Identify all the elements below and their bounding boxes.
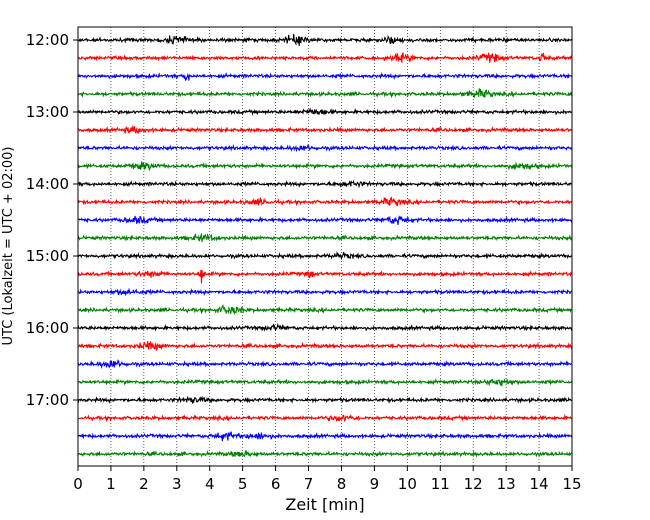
trace-1345 — [77, 161, 573, 172]
x-tick-label: 14 — [530, 475, 549, 493]
x-tick-label: 10 — [398, 475, 417, 493]
trace-1645 — [77, 377, 573, 387]
trace-1615 — [77, 341, 573, 351]
trace-1545 — [77, 304, 573, 316]
trace-1400 — [77, 179, 573, 189]
x-tick-label: 0 — [73, 475, 83, 493]
x-tick-label: 11 — [431, 475, 450, 493]
trace-1630 — [77, 359, 573, 370]
x-tick-label: 3 — [172, 475, 182, 493]
trace-1215 — [77, 51, 573, 63]
x-tick-label: 7 — [304, 475, 314, 493]
trace-1515 — [77, 269, 573, 284]
x-tick-label: 5 — [238, 475, 248, 493]
y-tick-label: 16:00 — [26, 319, 69, 337]
x-tick-label: 4 — [205, 475, 215, 493]
y-tick-label: 12:00 — [26, 31, 69, 49]
trace-1430 — [77, 215, 573, 226]
x-tick-label: 15 — [562, 475, 581, 493]
trace-1730 — [77, 431, 573, 442]
y-axis-label: UTC (Lokalzeit = UTC + 02:00) — [1, 147, 16, 346]
trace-1600 — [77, 322, 573, 332]
trace-1200 — [77, 33, 573, 47]
vertical-grid — [110, 27, 540, 466]
x-tick-label: 12 — [464, 475, 483, 493]
x-tick-label: 1 — [106, 475, 116, 493]
x-tick-label: 13 — [497, 475, 516, 493]
trace-1300 — [77, 107, 573, 116]
trace-1415 — [77, 196, 573, 207]
y-tick-label: 14:00 — [26, 175, 69, 193]
trace-1230 — [77, 71, 573, 82]
x-tick-label: 8 — [337, 475, 347, 493]
x-axis-ticks: 0 1 2 3 4 5 6 7 8 9 10 11 12 13 14 15 — [73, 466, 582, 493]
x-axis-label: Zeit [min] — [285, 495, 364, 514]
x-tick-label: 2 — [139, 475, 149, 493]
y-axis-ticks: 12:00 13:00 14:00 15:00 16:00 17:00 — [26, 31, 78, 409]
trace-1445 — [77, 232, 573, 242]
seismic-traces — [77, 33, 573, 458]
trace-1500 — [77, 250, 573, 261]
y-tick-label: 13:00 — [26, 103, 69, 121]
y-tick-label: 15:00 — [26, 247, 69, 265]
trace-1715 — [77, 413, 573, 423]
y-tick-label: 17:00 — [26, 391, 69, 409]
trace-1330 — [77, 143, 573, 153]
x-tick-label: 6 — [271, 475, 281, 493]
plot-frame — [77, 26, 573, 467]
trace-1530 — [77, 287, 573, 297]
trace-1315 — [77, 125, 573, 135]
trace-1745 — [77, 449, 573, 458]
x-tick-label: 9 — [370, 475, 380, 493]
trace-1700 — [77, 395, 573, 404]
trace-1245 — [77, 88, 573, 99]
